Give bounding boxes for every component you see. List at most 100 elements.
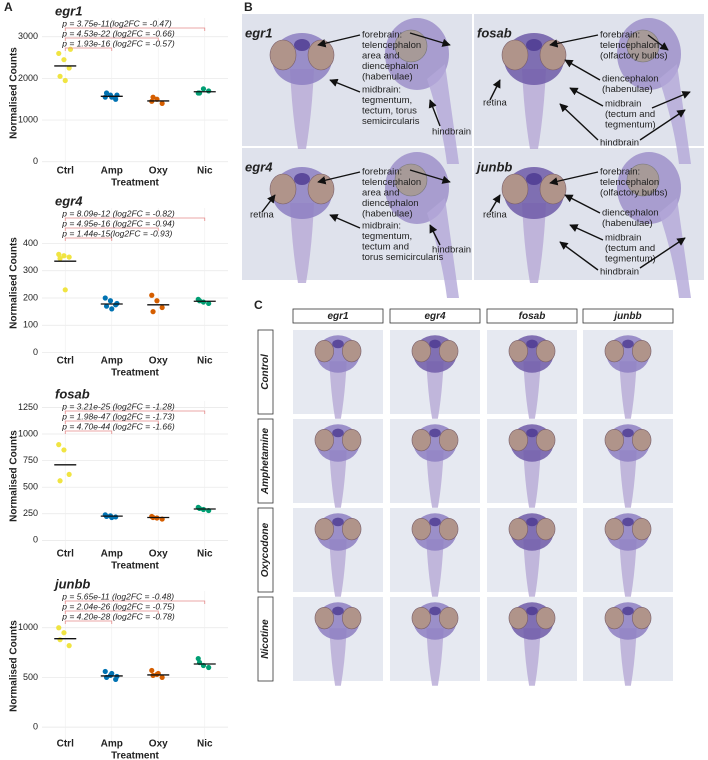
embryo-brain <box>429 517 441 527</box>
annotation-label: tegmentum) <box>605 254 656 265</box>
embryo-brain <box>526 606 538 616</box>
y-tick-label: 500 <box>23 672 38 682</box>
data-point <box>159 100 165 107</box>
embryo-eye <box>411 340 431 363</box>
embryo-eye <box>536 607 556 630</box>
y-tick-label: 200 <box>23 292 38 302</box>
embryo-eye <box>314 429 334 452</box>
y-tick-label: 500 <box>23 482 38 492</box>
annotation-label: (olfactory bulbs) <box>600 51 668 62</box>
annotation-label: diencephalon <box>602 208 659 219</box>
data-point <box>149 667 155 674</box>
embryo-brain <box>526 517 538 527</box>
data-point <box>56 50 62 57</box>
embryo-brain <box>622 606 634 616</box>
data-point <box>150 94 156 100</box>
row-header: Oxycodone <box>260 522 271 577</box>
comparison-label: p = 4.53e-22 (log2FC = -0.66) <box>61 28 175 38</box>
data-point <box>61 630 67 636</box>
arrow <box>647 34 669 51</box>
comparison-label: p = 4.20e-28 (log2FC = -0.78) <box>61 611 175 621</box>
data-point <box>102 295 108 301</box>
comparison-label: p = 4.70e-44 (log2FC = -1.66) <box>61 421 175 431</box>
embryo-eye <box>501 173 529 205</box>
x-axis-label: Treatment <box>111 751 159 760</box>
annotation-label: telencephalon <box>600 177 659 188</box>
embryo-brain <box>622 428 634 438</box>
x-tick-label: Amp <box>101 739 123 750</box>
y-tick-label: 1000 <box>18 622 38 632</box>
comparison-label: p = 3.21e-25 (log2FC = -1.28) <box>61 401 175 411</box>
annotation-label: (habenulae) <box>602 84 653 95</box>
data-point <box>113 96 119 102</box>
embryo-tail <box>523 361 541 419</box>
x-axis-label: Treatment <box>111 561 159 572</box>
embryo-eye <box>632 607 652 630</box>
data-point <box>159 304 165 311</box>
embryo-eye <box>342 518 362 541</box>
embryo-tail <box>329 628 347 686</box>
y-tick-label: 750 <box>23 455 38 465</box>
column-header-box <box>389 308 481 324</box>
data-point <box>56 625 62 631</box>
annotation-label: diencephalon <box>602 74 659 85</box>
data-point <box>107 298 114 304</box>
arrow <box>651 91 691 109</box>
annotation-label: semicircularis <box>362 116 420 127</box>
arrow <box>489 79 501 101</box>
embryo-eye <box>314 340 334 363</box>
column-header: fosab <box>519 311 546 322</box>
annotation-label: (habenulae) <box>602 218 653 229</box>
embryo-tail <box>523 539 541 597</box>
chart-title: junbb <box>53 576 90 591</box>
embryo-brain <box>526 428 538 438</box>
x-tick-label: Oxy <box>149 549 168 560</box>
data-point <box>206 300 212 307</box>
x-axis-label: Treatment <box>111 368 159 379</box>
embryo-eye <box>632 340 652 363</box>
data-point <box>109 670 115 677</box>
arrow <box>639 237 686 269</box>
arrow <box>489 194 501 213</box>
embryo-brain <box>429 428 441 438</box>
comparison-bracket <box>64 620 113 624</box>
data-point <box>66 65 72 71</box>
row-header: Amphetamine <box>260 428 271 496</box>
embryo-brain <box>526 39 542 51</box>
annotation-label: midbrain <box>605 233 641 244</box>
arrow <box>317 34 361 48</box>
annotation-label: forebrain: <box>362 167 402 178</box>
embryo-eye <box>439 340 459 363</box>
arrow <box>549 171 599 186</box>
data-point <box>109 94 115 100</box>
embryo-eye <box>508 340 528 363</box>
arrow <box>569 87 604 107</box>
comparison-label: p = 5.65e-11 (log2FC = -0.48) <box>61 591 174 601</box>
embryo-eye <box>604 429 624 452</box>
data-point <box>200 86 207 92</box>
embryo-eye <box>307 173 335 205</box>
embryo-tail <box>329 361 347 419</box>
annotation-label: forebrain: <box>600 167 640 178</box>
panel-label: B <box>244 0 253 14</box>
y-axis-label: Normalised Counts <box>9 430 20 522</box>
lateral-body <box>659 64 691 164</box>
annotation-label: retina <box>483 210 507 221</box>
x-tick-label: Nic <box>197 356 213 367</box>
arrow <box>329 78 361 93</box>
row-header-box <box>257 329 274 415</box>
embryo-eye <box>314 518 334 541</box>
x-tick-label: Amp <box>101 549 123 560</box>
annotation-label: midbrain: <box>362 221 401 232</box>
y-tick-label: 1000 <box>18 428 38 438</box>
row-header-box <box>257 596 274 682</box>
arrow <box>317 171 361 185</box>
y-tick-label: 1000 <box>18 114 38 124</box>
x-tick-label: Nic <box>197 739 213 750</box>
annotation-label: tegmentum, <box>362 95 412 106</box>
embryo-eye <box>314 607 334 630</box>
annotation-label: midbrain: <box>362 85 401 96</box>
embryo-brain <box>294 39 310 51</box>
x-tick-label: Ctrl <box>57 356 74 367</box>
